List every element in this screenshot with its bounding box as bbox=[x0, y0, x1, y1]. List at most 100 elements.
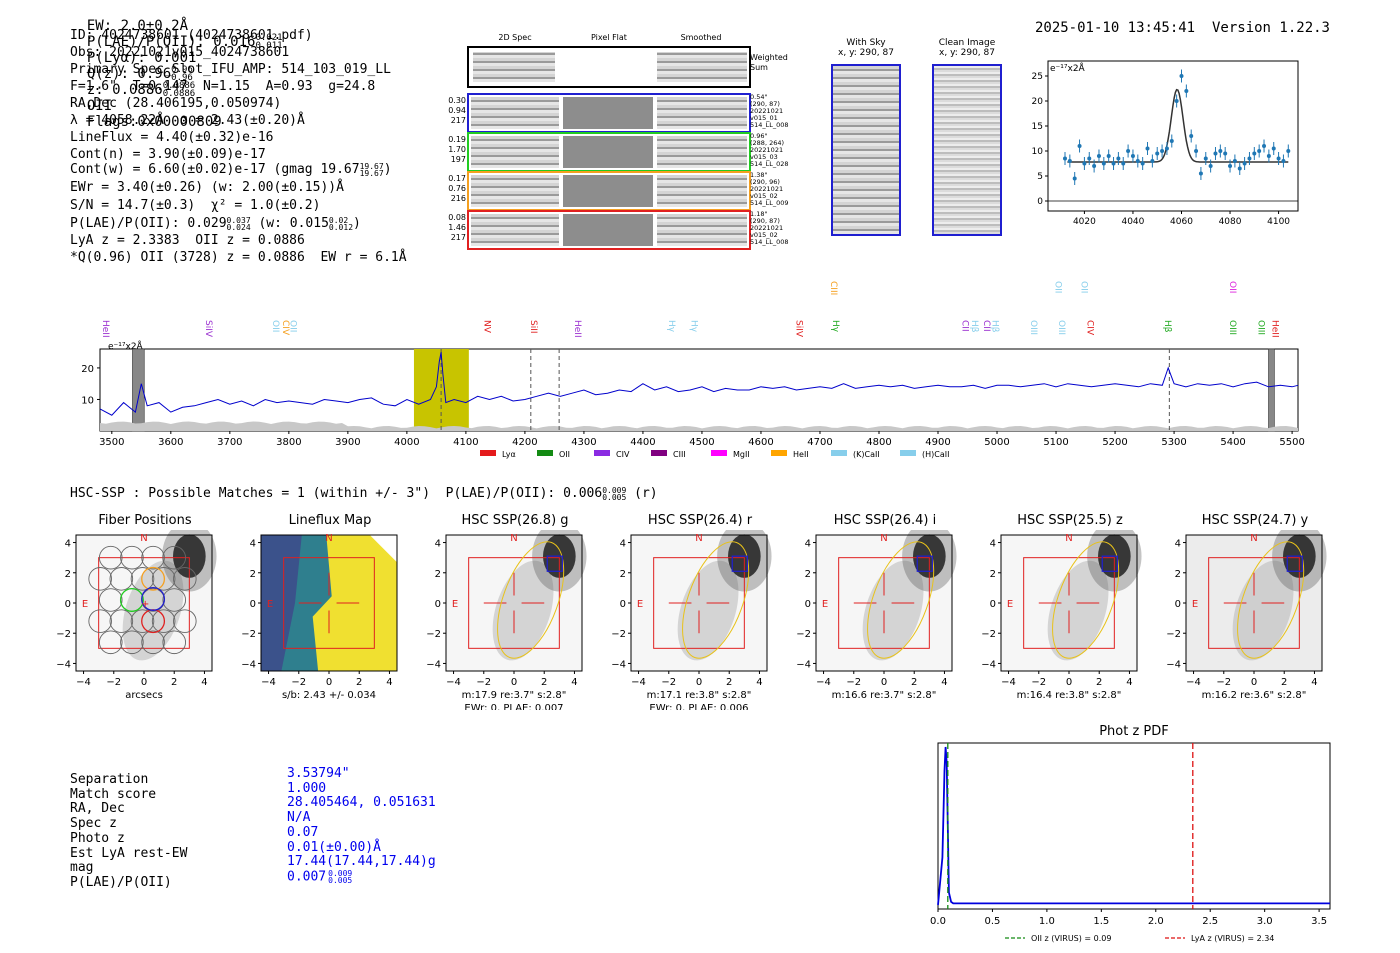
spectral-line-label: CII bbox=[960, 320, 970, 332]
header-plae: P(LAE)/P(OII): 0.016 bbox=[86, 34, 256, 50]
spectral-line-label: Hβ bbox=[969, 320, 979, 333]
match-box bbox=[1286, 555, 1303, 572]
fit-data-point bbox=[1121, 161, 1126, 166]
spectral-line-label: OII bbox=[1078, 281, 1088, 293]
fit-data-point bbox=[1135, 159, 1140, 163]
fiber-circle bbox=[162, 545, 187, 570]
cutout-title: HSC SSP(25.5) z bbox=[1017, 513, 1123, 528]
cutout-ytick-label: −4 bbox=[796, 659, 811, 670]
clean-coord: x, y: 290, 87 bbox=[939, 48, 995, 58]
photz-xtick-label: 1.0 bbox=[1039, 916, 1055, 927]
fit-data-point bbox=[1160, 149, 1165, 153]
spectral-line-label: Hβ bbox=[1162, 320, 1172, 333]
aperture-box bbox=[283, 557, 375, 649]
kron-ellipse bbox=[682, 541, 750, 659]
match-label: Match score bbox=[70, 786, 157, 802]
spec2d-row-numbers: 0.17 0.76 216 bbox=[448, 174, 466, 203]
spectral-line-text: OII bbox=[1052, 281, 1062, 293]
fit-data-point bbox=[1092, 164, 1097, 168]
spectral-line-label: CIV bbox=[280, 320, 290, 336]
info-line: Primary Spec_Slot_IFU_AMP: 514_103_019_L… bbox=[70, 62, 391, 77]
spectral-line-label: HeII bbox=[100, 320, 110, 338]
full-xtick-label: 3600 bbox=[158, 437, 183, 448]
info-plae: P(LAE)/P(OII): 0.0290.037 0.024 (w: 0.015… bbox=[70, 215, 361, 232]
fit-data-point bbox=[1106, 154, 1111, 158]
match-label: Photo z bbox=[70, 830, 125, 846]
fiber-circle bbox=[151, 609, 176, 633]
north-label: N bbox=[1250, 533, 1257, 544]
fit-xtick-label: 4020 bbox=[1073, 217, 1096, 227]
fit-data-point bbox=[1087, 156, 1092, 161]
cutout-xtick-label: 0 bbox=[1251, 677, 1257, 688]
cutout-ytick-label: 0 bbox=[65, 599, 71, 610]
fit-ytick-label: 20 bbox=[1032, 97, 1044, 107]
spec2d-row-numbers: 0.19 1.70 197 bbox=[448, 135, 466, 164]
legend-label: (H)CaII bbox=[922, 450, 949, 459]
header-right: 2025-01-10 13:45:41 Version 1.22.3 bbox=[1018, 4, 1330, 36]
spectral-line-text: CIV bbox=[1084, 320, 1094, 336]
east-label: E bbox=[1007, 599, 1013, 610]
full-xtick-label: 4200 bbox=[512, 437, 537, 448]
north-label: N bbox=[1065, 533, 1072, 544]
fit-data-point bbox=[1286, 149, 1291, 153]
spec2d-col-smoothed: Smoothed bbox=[680, 33, 722, 42]
row-2dspec-image bbox=[471, 136, 559, 168]
full-xtick-label: 3500 bbox=[99, 437, 124, 448]
fiber-orange bbox=[141, 566, 166, 591]
full-ytick-label: 10 bbox=[81, 395, 94, 406]
info-contw-lo: 19.67 bbox=[359, 168, 384, 178]
fiber-circle bbox=[98, 588, 123, 612]
fit-xtick-label: 4100 bbox=[1267, 217, 1290, 227]
fit-data-point bbox=[1101, 161, 1106, 166]
fit-data-point bbox=[1116, 156, 1121, 161]
match-plae-lo: 0.005 bbox=[328, 875, 353, 885]
fit-data-point bbox=[1228, 164, 1233, 168]
cutout-ytick-label: 2 bbox=[990, 569, 996, 580]
cutout-xtick-label: 2 bbox=[1281, 677, 1287, 688]
match-values: 3.53794" 1.000 28.405464, 0.051631 N/A 0.07 0… bbox=[287, 766, 436, 885]
cutout-ytick-label: −2 bbox=[56, 629, 71, 640]
cutout-ytick-label: 0 bbox=[1175, 599, 1181, 610]
cutout-xtick-label: 0 bbox=[881, 677, 887, 688]
cutout-xtick-label: 2 bbox=[541, 677, 547, 688]
match-label: mag bbox=[70, 860, 94, 876]
full-xtick-label: 5200 bbox=[1102, 437, 1127, 448]
spectral-line-label: OIII bbox=[1028, 320, 1038, 335]
spec2d-row-numbers: 0.30 0.94 217 bbox=[448, 96, 466, 125]
aperture-box bbox=[838, 557, 930, 649]
spectral-line-text: HeII bbox=[572, 320, 582, 338]
fit-data-point bbox=[1281, 159, 1286, 163]
cutout-ytick-label: 4 bbox=[990, 539, 996, 550]
fit-plot: 0 5 10 15 20 25 4020 4040 4060 4080 4100 e⁻¹⁷x2Å bbox=[1032, 60, 1299, 227]
cutout-ytick-label: 2 bbox=[250, 569, 256, 580]
spectral-line-label: CIII bbox=[828, 281, 838, 295]
aperture-box bbox=[98, 557, 190, 649]
cutout-title: HSC SSP(26.8) g bbox=[461, 513, 569, 528]
cutout-title: HSC SSP(24.7) y bbox=[1201, 513, 1309, 528]
cutout-xtick-label: −4 bbox=[1186, 677, 1201, 688]
row-2dspec-image bbox=[471, 97, 559, 129]
cutout-xtick-label: −2 bbox=[1031, 677, 1046, 688]
fit-data-point bbox=[1218, 149, 1223, 153]
row-pixelflat-image bbox=[563, 175, 653, 207]
spectral-line-text: Hγ bbox=[830, 320, 840, 333]
fit-data-point bbox=[1237, 166, 1242, 171]
spectral-line-label: HeII bbox=[1270, 320, 1280, 338]
cutout-ytick-label: −2 bbox=[1166, 629, 1181, 640]
row-smoothed-image bbox=[657, 214, 747, 246]
fit-data-point bbox=[1145, 146, 1150, 151]
header-flags: Flags:0x00000809 bbox=[86, 114, 222, 130]
header-version: Version 1.22.3 bbox=[1211, 20, 1330, 36]
photz-plot: 0.0 0.5 1.0 1.5 2.0 2.5 3.0 3.5 OII z (VIRUS) = … bbox=[930, 742, 1331, 943]
match-box bbox=[731, 555, 748, 572]
fiber-circle bbox=[173, 567, 197, 591]
full-ytick-label: 20 bbox=[81, 364, 94, 375]
fit-ytick-label: 25 bbox=[1032, 72, 1043, 82]
fit-xtick-label: 4060 bbox=[1170, 217, 1193, 227]
east-label: E bbox=[637, 599, 643, 610]
match-labels: Separation Match score RA, Dec Spec z Photo … bbox=[70, 772, 187, 891]
match-label: P(LAE)/P(OII) bbox=[70, 874, 172, 890]
fit-data-point bbox=[1169, 139, 1174, 143]
aperture-box bbox=[653, 557, 745, 649]
